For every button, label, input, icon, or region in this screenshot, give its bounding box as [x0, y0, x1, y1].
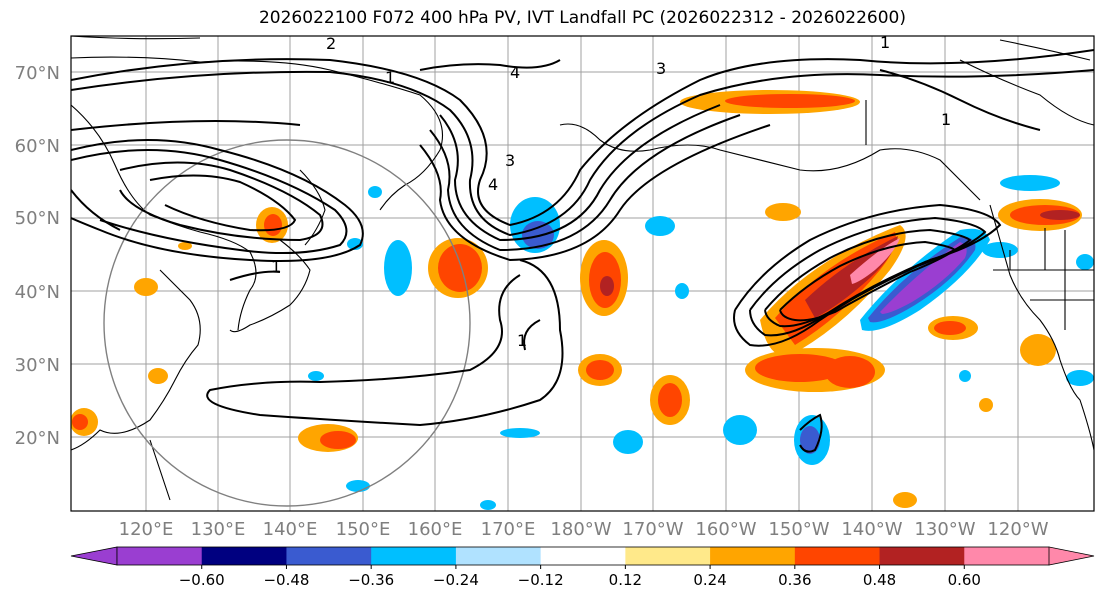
lon-label: 130°W: [914, 519, 975, 540]
lat-label: 70°N: [15, 63, 60, 84]
lon-label: 140°W: [841, 519, 902, 540]
lon-label: 150°W: [768, 519, 829, 540]
colorbar-tick-label: 0.60: [948, 571, 981, 589]
colorbar-tick-label: 0.36: [778, 571, 811, 589]
contour-label: 1: [385, 68, 395, 87]
lat-label: 20°N: [15, 428, 60, 449]
colorbar-tick-label: 0.12: [609, 571, 642, 589]
map-title: 2026022100 F072 400 hPa PV, IVT Landfall…: [258, 8, 906, 28]
longitude-labels: 120°E 130°E 140°E 150°E 160°E 170°E 180°…: [119, 519, 1049, 540]
colorbar-tick-label: −0.60: [179, 571, 225, 589]
lat-label: 60°N: [15, 136, 60, 157]
pv-anomaly-shading: [71, 90, 1094, 510]
colorbar-swatch: [201, 547, 287, 565]
colorbar-tick-label: 0.48: [863, 571, 896, 589]
lat-label: 40°N: [15, 282, 60, 303]
contour-label: 3: [656, 59, 666, 78]
lon-label: 170°W: [622, 519, 683, 540]
colorbar-extend-high: [1048, 546, 1095, 566]
latitude-labels: 70°N 60°N 50°N 40°N 30°N 20°N: [15, 63, 60, 449]
colorbar: −0.60 −0.48 −0.36 −0.24 −0.12 0.12 0.24 0.36 0.4…: [70, 546, 1095, 589]
colorbar-swatch: [371, 547, 457, 565]
positive-anomaly-misc: [71, 199, 1082, 508]
colorbar-swatch: [286, 547, 372, 565]
colorbar-swatch: [117, 547, 203, 565]
lon-label: 120°W: [987, 519, 1048, 540]
colorbar-swatch: [879, 547, 965, 565]
lon-label: 170°E: [481, 519, 536, 540]
ivt-contours: [71, 49, 1094, 453]
colorbar-swatch: [540, 547, 626, 565]
lon-label: 130°E: [191, 519, 246, 540]
colorbar-swatch: [964, 547, 1050, 565]
contour-label: 1: [517, 331, 527, 350]
contour-label: 4: [488, 175, 498, 194]
lon-label: 180°W: [550, 519, 611, 540]
contour-label: 4: [510, 63, 520, 82]
coastlines: [71, 36, 1094, 501]
positive-anomaly-gulf-alaska: [760, 225, 906, 356]
lon-label: 120°E: [119, 519, 174, 540]
lat-label: 30°N: [15, 355, 60, 376]
distance-circle: [103, 139, 471, 507]
positive-anomaly-central: [580, 240, 628, 316]
contour-label: 3: [505, 151, 515, 170]
colorbar-tick-label: −0.24: [433, 571, 479, 589]
lon-label: 160°W: [695, 519, 756, 540]
contour-label: 1: [271, 257, 281, 276]
colorbar-tick-label: −0.48: [263, 571, 309, 589]
positive-anomaly-kamchatka: [428, 238, 488, 298]
positive-anomaly-hawaii-ne: [745, 348, 885, 392]
colorbar-swatch: [625, 547, 711, 565]
colorbar-tick-label: −0.12: [518, 571, 564, 589]
lon-label: 140°E: [263, 519, 318, 540]
contour-label: 1: [941, 110, 951, 129]
colorbar-border: [116, 546, 1050, 566]
contour-label: 1: [880, 33, 890, 52]
lon-label: 150°E: [336, 519, 391, 540]
lat-label: 50°N: [15, 208, 60, 229]
map-frame: [70, 35, 1095, 512]
contour-labels: 2 1 4 3 3 4 1 1 1 1: [271, 33, 951, 350]
colorbar-extend-low: [70, 546, 118, 566]
colorbar-swatch: [794, 547, 881, 565]
colorbar-tick-label: 0.24: [693, 571, 726, 589]
colorbar-swatch: [710, 547, 796, 565]
positive-anomaly-japan: [256, 207, 288, 243]
colorbar-swatch: [455, 547, 542, 565]
negative-anomaly-gulf-alaska: [860, 228, 990, 331]
colorbar-tick-label: −0.36: [348, 571, 394, 589]
positive-anomaly-arctic: [680, 90, 860, 114]
lon-label: 160°E: [408, 519, 463, 540]
contour-label: 2: [326, 34, 336, 53]
